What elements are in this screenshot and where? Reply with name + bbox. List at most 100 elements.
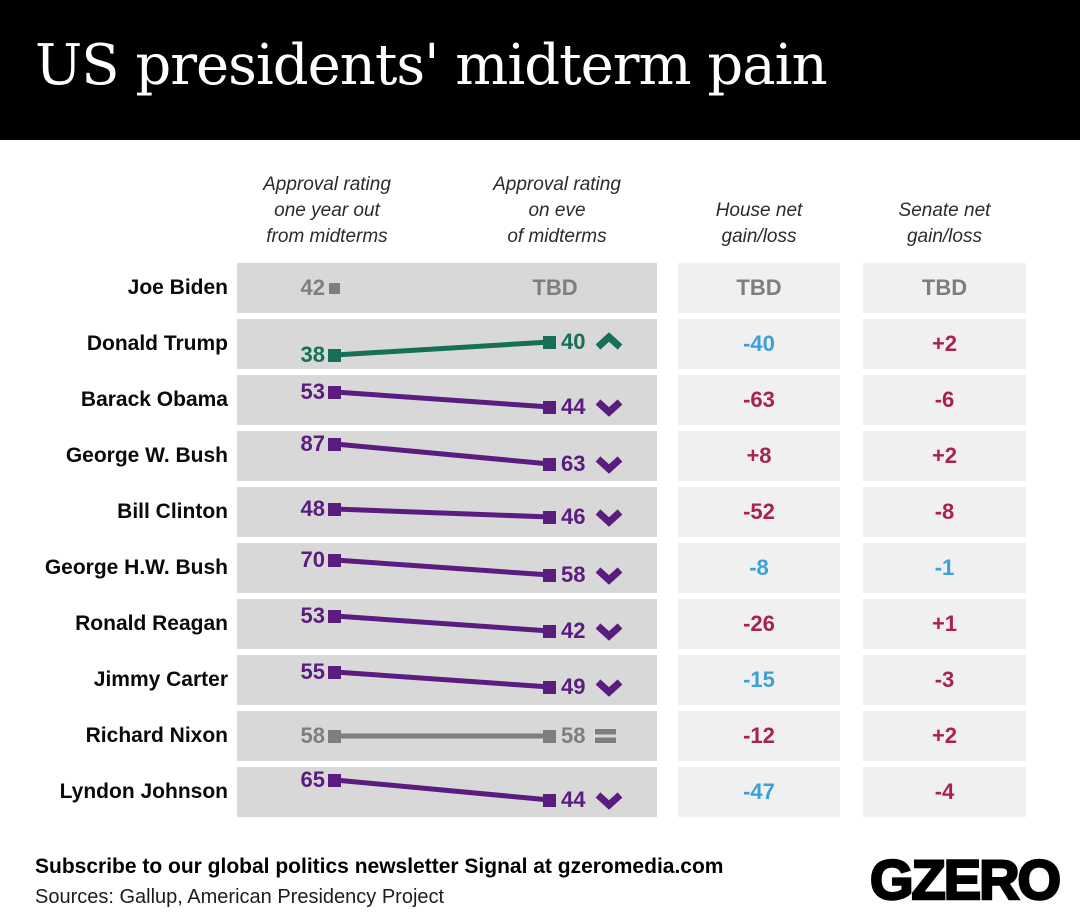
- approval-slope-band: 58 58: [237, 711, 657, 761]
- table-row: Ronald Reagan 53 42 -26 +1: [0, 599, 1080, 649]
- house-net-cell: -15: [678, 655, 840, 705]
- trend-down-icon: [594, 790, 624, 810]
- start-marker-icon: [328, 553, 341, 567]
- approval-start-value: 53: [300, 379, 325, 404]
- president-name: Ronald Reagan: [75, 612, 228, 635]
- senate-net-cell: +2: [863, 711, 1026, 761]
- start-marker-icon: [328, 502, 341, 516]
- president-name: Jimmy Carter: [93, 668, 228, 691]
- trend-down-icon: [594, 507, 624, 527]
- approval-start-value: 70: [300, 547, 325, 572]
- column-header-senate-net: Senate net gain/loss: [898, 200, 991, 247]
- table-row: Joe Biden 42 TBD TBD TBD: [0, 263, 1080, 313]
- slope-line: [334, 557, 551, 578]
- start-marker-icon: [328, 609, 341, 623]
- approval-start-value: 65: [300, 767, 325, 792]
- house-net-cell: -26: [678, 599, 840, 649]
- approval-slope-band: 38 40: [237, 319, 657, 369]
- house-net-cell: -40: [678, 319, 840, 369]
- slope-line: [334, 777, 551, 803]
- end-marker-icon: [543, 729, 556, 743]
- approval-end-value: 46: [561, 504, 586, 529]
- approval-end-value: 40: [561, 329, 586, 354]
- table-row: Bill Clinton 48 46 -52 -8: [0, 487, 1080, 537]
- trend-up-icon: [594, 332, 624, 352]
- approval-start-value: 53: [300, 603, 325, 628]
- president-name: George H.W. Bush: [44, 556, 228, 579]
- trend-down-icon: [594, 621, 624, 641]
- end-marker-icon: [543, 335, 556, 349]
- slope-line: [334, 506, 551, 520]
- trend-down-icon: [594, 397, 624, 417]
- house-net-cell: -63: [678, 375, 840, 425]
- slope-line: [334, 613, 551, 634]
- approval-end-value: 42: [561, 618, 586, 643]
- end-marker-icon: [543, 510, 556, 524]
- president-name: Lyndon Johnson: [59, 780, 228, 803]
- president-name: George W. Bush: [65, 444, 228, 467]
- approval-end-value: 63: [561, 451, 586, 476]
- house-net-cell: -12: [678, 711, 840, 761]
- approval-end-value: 58: [561, 562, 586, 587]
- house-net-cell: +8: [678, 431, 840, 481]
- approval-slope-band: 42 TBD: [237, 263, 657, 313]
- senate-net-cell: -3: [863, 655, 1026, 705]
- slope-line: [334, 389, 551, 410]
- slope-line: [334, 339, 551, 358]
- end-marker-icon: [543, 400, 556, 414]
- president-name: Joe Biden: [127, 276, 228, 299]
- approval-start-value: 42: [300, 275, 325, 300]
- approval-end-value: 44: [561, 394, 586, 419]
- house-net-cell: TBD: [678, 263, 840, 313]
- house-net-cell: -52: [678, 487, 840, 537]
- approval-start-value: 48: [300, 496, 325, 521]
- president-name: Barack Obama: [80, 388, 228, 411]
- president-name: Bill Clinton: [117, 500, 228, 523]
- approval-end-value: 58: [561, 723, 586, 748]
- column-header-approval-eve: Approval rating on eve of midterms: [493, 174, 621, 247]
- senate-net-cell: -1: [863, 543, 1026, 593]
- end-marker-icon: [543, 568, 556, 582]
- approval-start-value: 58: [300, 723, 325, 748]
- approval-end-value: 44: [561, 787, 586, 812]
- sources-note: Sources: Gallup, American Presidency Pro…: [35, 886, 445, 908]
- approval-end-value: TBD: [532, 275, 578, 300]
- table-row: Richard Nixon 58 58 -12 +2: [0, 711, 1080, 761]
- trend-down-icon: [594, 565, 624, 585]
- senate-net-cell: +2: [863, 319, 1026, 369]
- house-net-cell: -8: [678, 543, 840, 593]
- start-marker-icon: [328, 385, 341, 399]
- end-marker-icon: [543, 624, 556, 638]
- senate-net-cell: TBD: [863, 263, 1026, 313]
- approval-end-value: 49: [561, 674, 586, 699]
- table-row: Donald Trump 38 40 -40 +2: [0, 319, 1080, 369]
- slope-line: [334, 441, 551, 467]
- column-header-approval-one-year-out: Approval rating one year out from midter…: [263, 174, 391, 247]
- approval-slope-band: 65 44: [237, 767, 657, 817]
- president-name: Donald Trump: [86, 332, 228, 355]
- approval-slope-band: 87 63: [237, 431, 657, 481]
- table-row: George H.W. Bush 70 58 -8 -1: [0, 543, 1080, 593]
- rows-container: Joe Biden 42 TBD TBD TBD Donald Trump 38…: [0, 263, 1080, 823]
- table-row: George W. Bush 87 63 +8 +2: [0, 431, 1080, 481]
- approval-slope-band: 48 46: [237, 487, 657, 537]
- table-row: Lyndon Johnson 65 44 -47 -4: [0, 767, 1080, 817]
- masthead: US presidents' midterm pain: [0, 0, 1080, 140]
- house-net-cell: -47: [678, 767, 840, 817]
- slope-line: [334, 669, 551, 690]
- approval-slope-band: 55 49: [237, 655, 657, 705]
- president-name: Richard Nixon: [85, 724, 228, 747]
- gzero-logo: GZERO: [869, 848, 1063, 911]
- end-marker-icon: [543, 457, 556, 471]
- approval-start-value: 55: [300, 659, 325, 684]
- end-marker-icon: [543, 680, 556, 694]
- senate-net-cell: +2: [863, 431, 1026, 481]
- approval-slope-band: 70 58: [237, 543, 657, 593]
- start-marker-icon: [328, 773, 341, 787]
- senate-net-cell: +1: [863, 599, 1026, 649]
- newsletter-callout: Subscribe to our global politics newslet…: [35, 855, 724, 878]
- approval-start-value: 38: [300, 342, 325, 367]
- approval-slope-band: 53 44: [237, 375, 657, 425]
- approval-slope-band: 53 42: [237, 599, 657, 649]
